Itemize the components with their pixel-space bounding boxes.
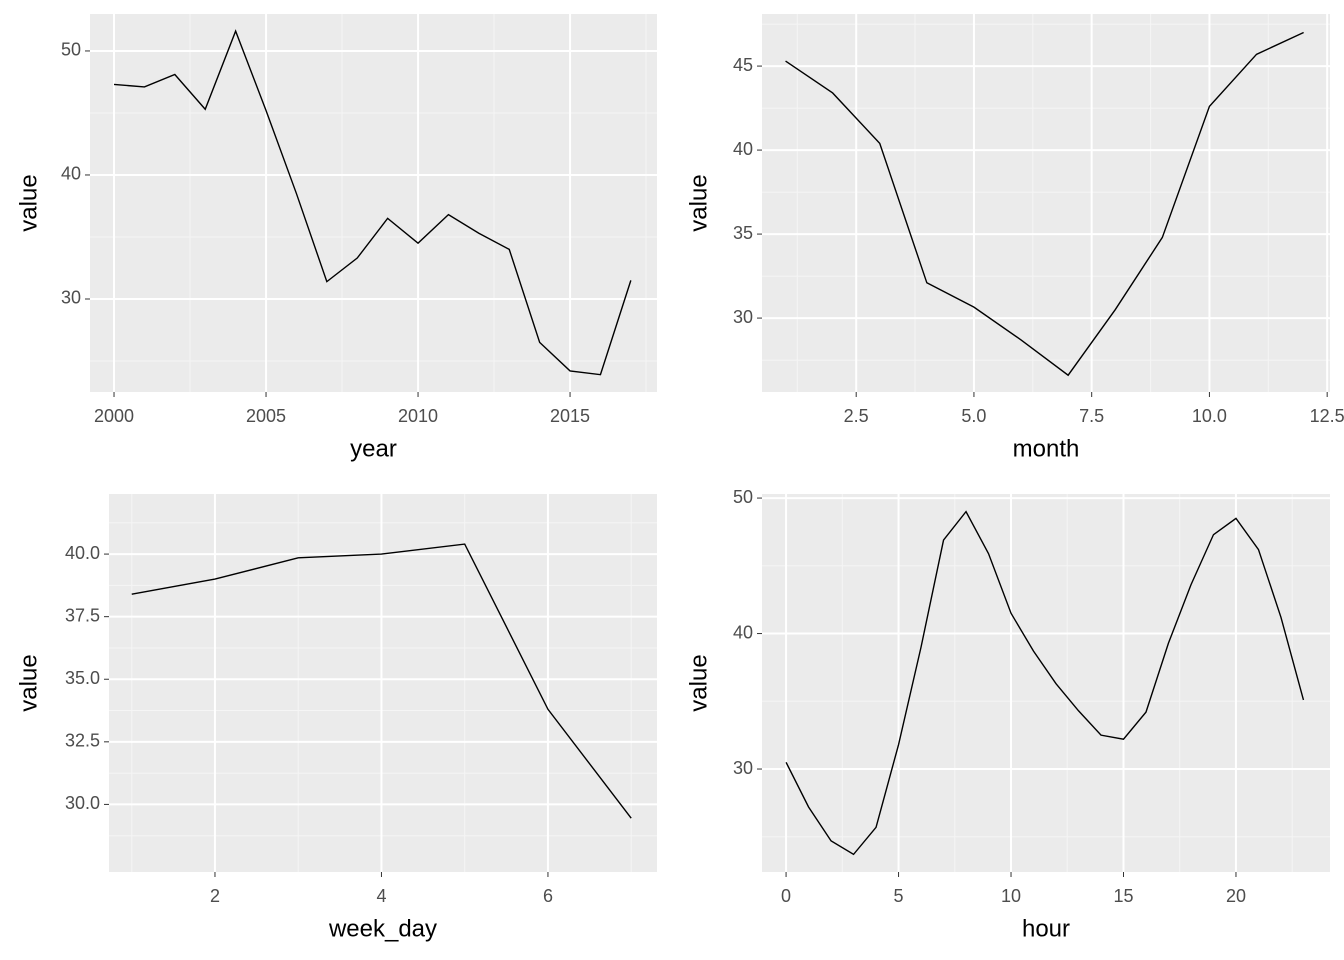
- y-tick-label: 50: [733, 487, 753, 507]
- y-tick-label: 50: [61, 40, 81, 60]
- y-tick-label: 40: [61, 164, 81, 184]
- plot-background: [90, 14, 657, 392]
- y-axis-title: value: [15, 654, 42, 711]
- y-tick-label: 40.0: [65, 543, 100, 563]
- x-tick-label: 7.5: [1079, 406, 1104, 426]
- x-tick-label: 5.0: [961, 406, 986, 426]
- panel: 30 40 50 0 5 10 15 20 hour value: [685, 487, 1330, 942]
- data-line: [785, 510, 1305, 856]
- x-tick-label: 2005: [246, 406, 286, 426]
- x-tick-label: 12.5: [1310, 406, 1344, 426]
- y-tick-label: 35: [733, 223, 753, 243]
- x-tick-label: 10.0: [1192, 406, 1227, 426]
- y-axis-title: value: [15, 174, 42, 231]
- x-tick-label: 2015: [550, 406, 590, 426]
- data-line: [785, 31, 1304, 377]
- x-tick-label: 20: [1226, 886, 1246, 906]
- x-tick-label: 2.5: [844, 406, 869, 426]
- y-tick-label: 30: [733, 307, 753, 327]
- y-tick-label: 30: [733, 758, 753, 778]
- x-axis-title: hour: [1022, 915, 1070, 942]
- y-tick-label: 32.5: [65, 731, 100, 751]
- y-tick-label: 37.5: [65, 605, 100, 625]
- x-tick-label: 4: [376, 886, 386, 906]
- x-axis-title: month: [1013, 435, 1080, 462]
- panel: 30.0 32.5 35.0 37.5 40.0 2 4 6 week_day value: [15, 494, 657, 942]
- x-tick-label: 10: [1001, 886, 1021, 906]
- x-tick-label: 6: [543, 886, 553, 906]
- y-tick-label: 35.0: [65, 668, 100, 688]
- x-tick-label: 15: [1113, 886, 1133, 906]
- data-line: [131, 543, 632, 819]
- x-tick-label: 2: [210, 886, 220, 906]
- y-tick-label: 30: [61, 288, 81, 308]
- y-tick-label: 40: [733, 139, 753, 159]
- plot-background: [762, 494, 1330, 872]
- y-tick-label: 45: [733, 55, 753, 75]
- x-axis-title: year: [350, 435, 397, 462]
- plot-background: [762, 14, 1330, 392]
- panel: 30 35 40 45 2.5 5.0 7.5 10.0 12.5 month value: [685, 14, 1344, 462]
- plot-background: [109, 494, 657, 872]
- x-axis-title: week_day: [328, 915, 437, 942]
- x-tick-label: 0: [781, 886, 791, 906]
- y-tick-label: 30.0: [65, 793, 100, 813]
- y-tick-label: 40: [733, 622, 753, 642]
- y-axis-title: value: [685, 654, 712, 711]
- panel: 30 40 50 2000 2005 2010 2015 year value: [15, 14, 657, 462]
- x-tick-label: 2010: [398, 406, 438, 426]
- x-tick-label: 2000: [94, 406, 134, 426]
- x-tick-label: 5: [894, 886, 904, 906]
- data-line: [113, 29, 632, 376]
- y-axis-title: value: [685, 174, 712, 231]
